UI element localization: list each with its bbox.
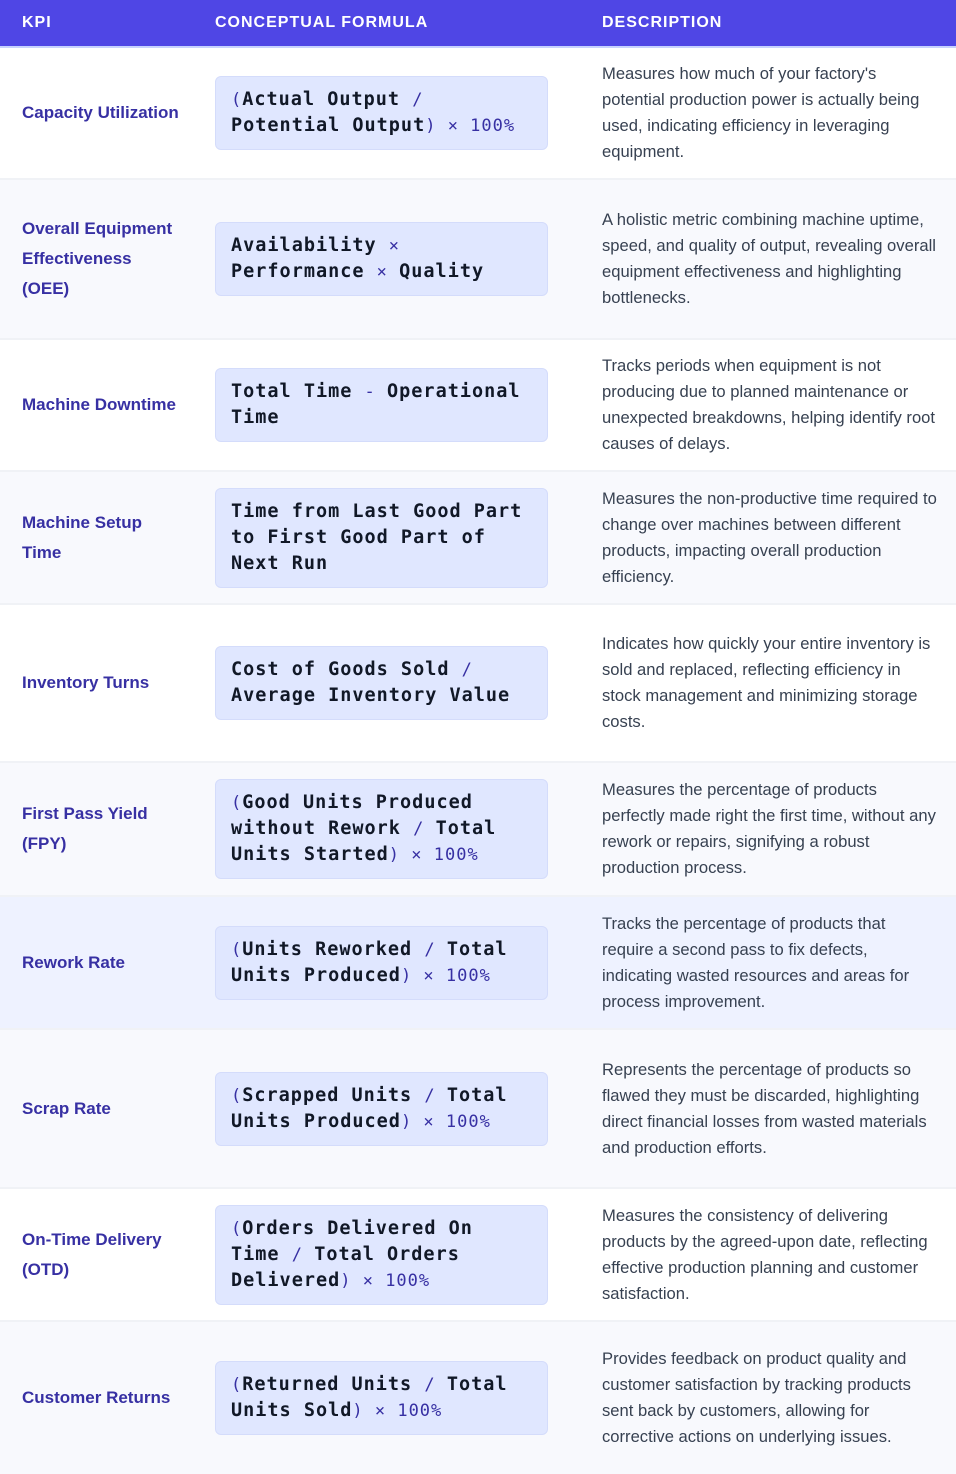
formula-operator: (: [231, 939, 243, 960]
formula-box: (Scrapped Units / Total Units Produced) …: [215, 1071, 548, 1146]
formula-term: Total Time: [231, 381, 365, 402]
formula-term: Time from Last Good Part to First Good P…: [231, 500, 523, 574]
formula-term: Total Units Sold: [231, 1374, 508, 1421]
formula-operator: ) × 100%: [400, 965, 491, 986]
kpi-description: A holistic metric combining machine upti…: [580, 179, 956, 340]
kpi-description: Measures the percentage of products perf…: [580, 762, 956, 897]
formula-operator: /: [413, 819, 436, 839]
formula-term: Scrapped Units: [242, 1084, 425, 1106]
formula-operator: ×: [376, 262, 400, 282]
formula-box: Time from Last Good Part to First Good P…: [215, 487, 548, 588]
table-row[interactable]: On-Time Delivery (OTD) (Orders Delivered …: [0, 1188, 956, 1322]
table-row[interactable]: Inventory Turns Cost of Goods Sold / Aver…: [0, 604, 956, 763]
formula-term: Total Units Produced: [231, 938, 508, 986]
formula-term: Total Units Started: [231, 818, 497, 865]
formula-operator: ) × 100%: [388, 845, 479, 865]
kpi-name: Scrap Rate: [0, 1029, 195, 1189]
kpi-name: Overall Equipment Effectiveness (OEE): [0, 179, 195, 340]
formula-operator: ) × 100%: [340, 1270, 431, 1291]
formula-term: Returned Units: [242, 1374, 425, 1395]
formula-operator: /: [412, 90, 424, 110]
kpi-description: Represents the percentage of products so…: [580, 1029, 956, 1189]
formula-cell: (Scrapped Units / Total Units Produced) …: [195, 1029, 580, 1189]
formula-cell: (Returned Units / Total Units Sold) × 10…: [195, 1321, 580, 1474]
formula-term: Total Units Produced: [231, 1084, 508, 1132]
kpi-description: Measures the non-productive time require…: [580, 471, 956, 605]
formula-cell: Availability × Performance × Quality: [195, 179, 580, 340]
formula-term: Average Inventory Value: [231, 685, 511, 706]
formula-box: Availability × Performance × Quality: [215, 222, 548, 296]
table-row[interactable]: Rework Rate (Units Reworked / Total Units…: [0, 896, 956, 1030]
formula-operator: (: [231, 1085, 243, 1106]
formula-box: (Good Units Produced without Rework / To…: [215, 779, 548, 879]
table-row[interactable]: Capacity Utilization (Actual Output / Pot…: [0, 47, 956, 180]
table-row[interactable]: Machine Setup Time Time from Last Good Pa…: [0, 471, 956, 605]
kpi-name: On-Time Delivery (OTD): [0, 1188, 195, 1322]
kpi-name: First Pass Yield (FPY): [0, 762, 195, 897]
table-row[interactable]: Customer Returns (Returned Units / Total …: [0, 1321, 956, 1474]
column-header-formula[interactable]: CONCEPTUAL FORMULA: [195, 0, 580, 48]
formula-box: (Units Reworked / Total Units Produced) …: [215, 925, 548, 1000]
formula-operator: (: [231, 90, 243, 110]
kpi-name: Inventory Turns: [0, 604, 195, 763]
formula-box: (Returned Units / Total Units Sold) × 10…: [215, 1361, 548, 1435]
formula-operator: -: [364, 382, 388, 402]
kpi-description: Provides feedback on product quality and…: [602, 1349, 911, 1446]
formula-box: Cost of Goods Sold / Average Inventory V…: [215, 646, 548, 720]
column-header-description[interactable]: DESCRIPTION: [580, 0, 956, 48]
formula-term: Potential Output: [231, 115, 426, 136]
formula-cell: Total Time - Operational Time: [195, 339, 580, 472]
table-row[interactable]: Machine Downtime Total Time - Operational…: [0, 339, 956, 472]
formula-operator: /: [424, 1375, 447, 1395]
formula-operator: (: [231, 793, 243, 813]
kpi-name: Capacity Utilization: [0, 47, 195, 180]
formula-operator: ) × 100%: [352, 1401, 443, 1421]
kpi-description: Indicates how quickly your entire invent…: [580, 604, 956, 763]
column-header-kpi[interactable]: KPI: [0, 0, 195, 48]
table-row[interactable]: Scrap Rate (Scrapped Units / Total Units …: [0, 1029, 956, 1189]
formula-cell: (Orders Delivered On Time / Total Orders…: [195, 1188, 580, 1322]
formula-operator: /: [424, 939, 447, 960]
table-body: Capacity Utilization (Actual Output / Pot…: [0, 47, 956, 1474]
formula-box: (Orders Delivered On Time / Total Orders…: [215, 1204, 548, 1305]
formula-operator: ) × 100%: [400, 1111, 491, 1132]
kpi-description: Measures the consistency of delivering p…: [580, 1188, 956, 1322]
formula-box: (Actual Output / Potential Output) × 100…: [215, 76, 548, 150]
table-row[interactable]: First Pass Yield (FPY) (Good Units Produc…: [0, 762, 956, 897]
formula-term: Good Units Produced without Rework: [231, 792, 473, 839]
formula-operator: /: [461, 660, 473, 680]
formula-operator: (: [231, 1218, 243, 1239]
kpi-name: Rework Rate: [0, 896, 195, 1030]
formula-term: Actual Output: [242, 89, 413, 110]
formula-operator: (: [231, 1375, 243, 1395]
table-header: KPI CONCEPTUAL FORMULA DESCRIPTION: [0, 0, 956, 48]
kpi-description: Measures how much of your factory's pote…: [580, 47, 956, 180]
formula-term: Cost of Goods Sold: [231, 659, 462, 680]
formula-term: Quality: [399, 261, 485, 282]
formula-operator: /: [291, 1244, 315, 1265]
formula-cell: (Actual Output / Potential Output) × 100…: [195, 47, 580, 180]
formula-box: Total Time - Operational Time: [215, 368, 548, 442]
formula-term: Performance: [231, 261, 377, 282]
formula-cell: (Units Reworked / Total Units Produced) …: [195, 896, 580, 1030]
kpi-description: Tracks the percentage of products that r…: [580, 896, 956, 1030]
table-row[interactable]: Overall Equipment Effectiveness (OEE) Ava…: [0, 179, 956, 340]
formula-term: Orders Delivered On Time: [231, 1217, 473, 1265]
formula-operator: ) × 100%: [425, 116, 516, 136]
kpi-name: Machine Setup Time: [0, 471, 195, 605]
formula-cell: (Good Units Produced without Rework / To…: [195, 762, 580, 897]
formula-operator: ×: [388, 236, 401, 256]
formula-cell: Time from Last Good Part to First Good P…: [195, 471, 580, 605]
kpi-name: Machine Downtime: [0, 339, 195, 472]
formula-operator: /: [424, 1085, 447, 1106]
formula-cell: Cost of Goods Sold / Average Inventory V…: [195, 604, 580, 763]
formula-term: Total Orders Delivered: [231, 1243, 460, 1291]
formula-term: Units Reworked: [242, 938, 425, 960]
kpi-description: Tracks periods when equipment is not pro…: [580, 339, 956, 472]
formula-term: Operational Time: [231, 381, 521, 428]
formula-term: Availability: [231, 235, 389, 256]
kpi-name: Customer Returns: [22, 1388, 171, 1407]
